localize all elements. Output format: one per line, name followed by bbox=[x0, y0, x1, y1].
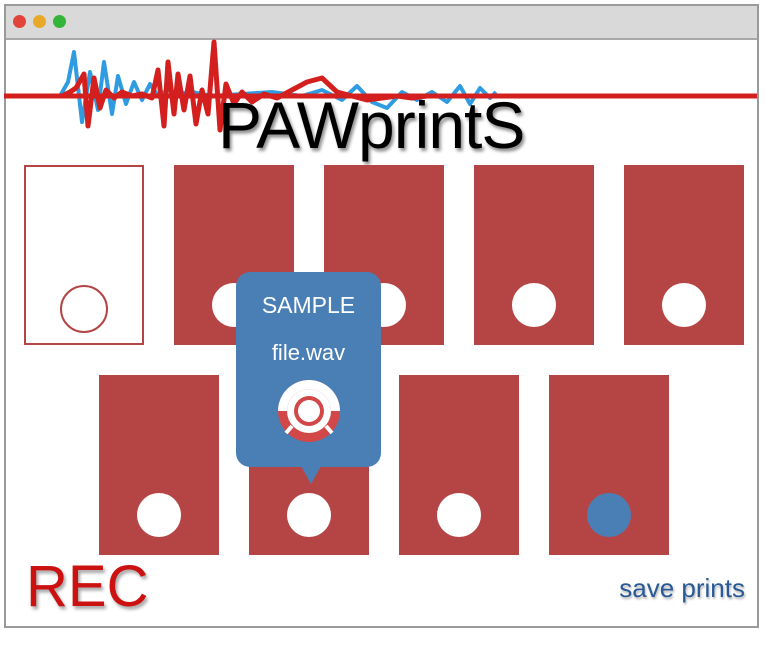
sample-pad-5[interactable] bbox=[624, 165, 744, 345]
sample-pad-8[interactable] bbox=[399, 375, 519, 555]
tooltip-title: SAMPLE bbox=[261, 292, 356, 318]
play-circle-icon[interactable] bbox=[662, 283, 706, 327]
sample-pad-3[interactable] bbox=[324, 165, 444, 345]
maximize-window-button[interactable] bbox=[53, 15, 66, 28]
play-circle-icon[interactable] bbox=[287, 493, 331, 537]
play-circle-icon[interactable] bbox=[137, 493, 181, 537]
close-window-button[interactable] bbox=[13, 15, 26, 28]
minimize-window-button[interactable] bbox=[33, 15, 46, 28]
sample-tooltip: SAMPLE file.wav bbox=[236, 272, 381, 467]
sample-pad-4[interactable] bbox=[474, 165, 594, 345]
rec-button[interactable]: REC bbox=[26, 554, 149, 619]
play-circle-icon[interactable] bbox=[512, 283, 556, 327]
record-circle-icon[interactable] bbox=[60, 285, 108, 333]
save-prints-button[interactable]: save prints bbox=[619, 573, 745, 603]
title-bar bbox=[6, 6, 757, 40]
tooltip-pointer bbox=[301, 466, 321, 484]
play-circle-icon[interactable] bbox=[437, 493, 481, 537]
waveform-graphic bbox=[4, 39, 757, 133]
sample-pad-6[interactable] bbox=[99, 375, 219, 555]
volume-knob-icon[interactable] bbox=[276, 378, 342, 444]
tooltip-filename: file.wav bbox=[271, 340, 346, 365]
app-title: PAWprintS bbox=[218, 88, 525, 162]
sample-pad-9[interactable] bbox=[549, 375, 669, 555]
play-circle-selected-icon[interactable] bbox=[587, 493, 631, 537]
waveform-red-icon bbox=[60, 39, 482, 133]
sample-pad-1[interactable] bbox=[24, 165, 144, 345]
